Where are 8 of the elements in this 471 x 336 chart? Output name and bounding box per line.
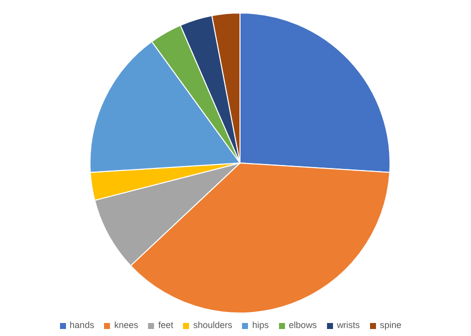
legend-label: shoulders	[193, 320, 232, 330]
legend-label: elbows	[288, 320, 317, 330]
legend-label: wrists	[336, 320, 360, 330]
legend-label: hands	[70, 320, 94, 330]
legend-label: knees	[114, 320, 138, 330]
legend-label: spine	[380, 320, 402, 330]
legend-label: feet	[158, 320, 174, 330]
legend-label: hips	[252, 320, 269, 330]
